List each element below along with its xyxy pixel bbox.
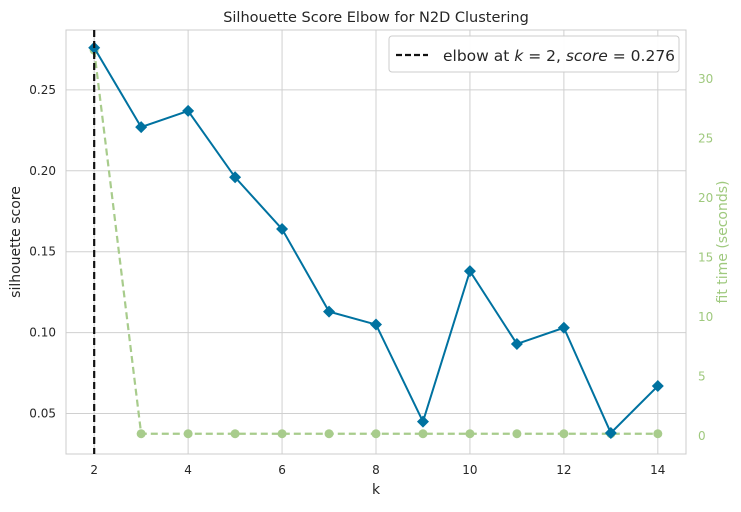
silhouette-point [510,337,523,350]
fit-time-series [89,45,663,439]
y2-tick-label: 15 [698,250,713,264]
tick-labels: 2 4 6 8 10 12 14 0.05 0.10 0.15 0.20 0.25 0 5 10 15 20 25… [29,72,713,477]
y-tick-label: 0.15 [29,245,56,259]
fit-time-point [183,429,193,439]
silhouette-point [370,318,382,331]
fit-time-point [418,429,428,439]
grid [66,30,686,454]
y-axis-label: silhouette score [8,186,24,298]
legend: elbow at k = 2, score = 0.276 [388,35,680,73]
y-tick-label: 0.25 [29,83,56,97]
plot-frame [65,29,687,455]
silhouette-series [88,41,664,439]
silhouette-point [463,265,476,278]
fit-time-point [324,429,334,439]
y2-axis-label: fit time (seconds) [715,181,731,304]
x-tick-label: 14 [650,463,665,477]
y2-tick-label: 25 [698,131,713,145]
y-tick-label: 0.05 [29,407,56,421]
fit-time-point [512,429,522,439]
silhouette-point [416,415,429,428]
y2-tick-label: 10 [698,310,713,324]
silhouette-point [651,380,664,393]
fit-time-point [371,429,381,439]
silhouette-point [182,104,195,117]
fit-time-point [653,429,663,439]
silhouette-point [229,171,242,184]
fit-time-point [277,429,287,439]
x-tick-label: 4 [184,463,192,477]
y2-tick-label: 0 [698,429,706,443]
x-tick-label: 10 [462,463,477,477]
x-tick-label: 8 [372,463,380,477]
legend-box [388,35,680,73]
silhouette-point [276,223,289,236]
x-axis-label: k [372,482,381,498]
y-tick-label: 0.20 [29,164,56,178]
fit-time-point [230,429,240,439]
y2-tick-label: 5 [698,370,706,384]
silhouette-point [604,426,617,439]
y-tick-label: 0.10 [29,326,56,340]
fit-time-point [465,429,475,439]
x-tick-label: 12 [556,463,571,477]
fit-time-point [136,429,146,439]
fit-time-point [559,429,569,439]
y2-tick-label: 20 [698,191,713,205]
silhouette-point [557,321,570,334]
chart-title: Silhouette Score Elbow for N2D Clusterin… [223,10,529,26]
silhouette-point [135,121,148,134]
y2-tick-label: 30 [698,72,713,86]
x-tick-label: 2 [90,463,98,477]
legend-elbow-label: elbow at k = 2, score = 0.276 [443,47,675,65]
x-tick-label: 6 [278,463,286,477]
silhouette-point [323,305,336,318]
